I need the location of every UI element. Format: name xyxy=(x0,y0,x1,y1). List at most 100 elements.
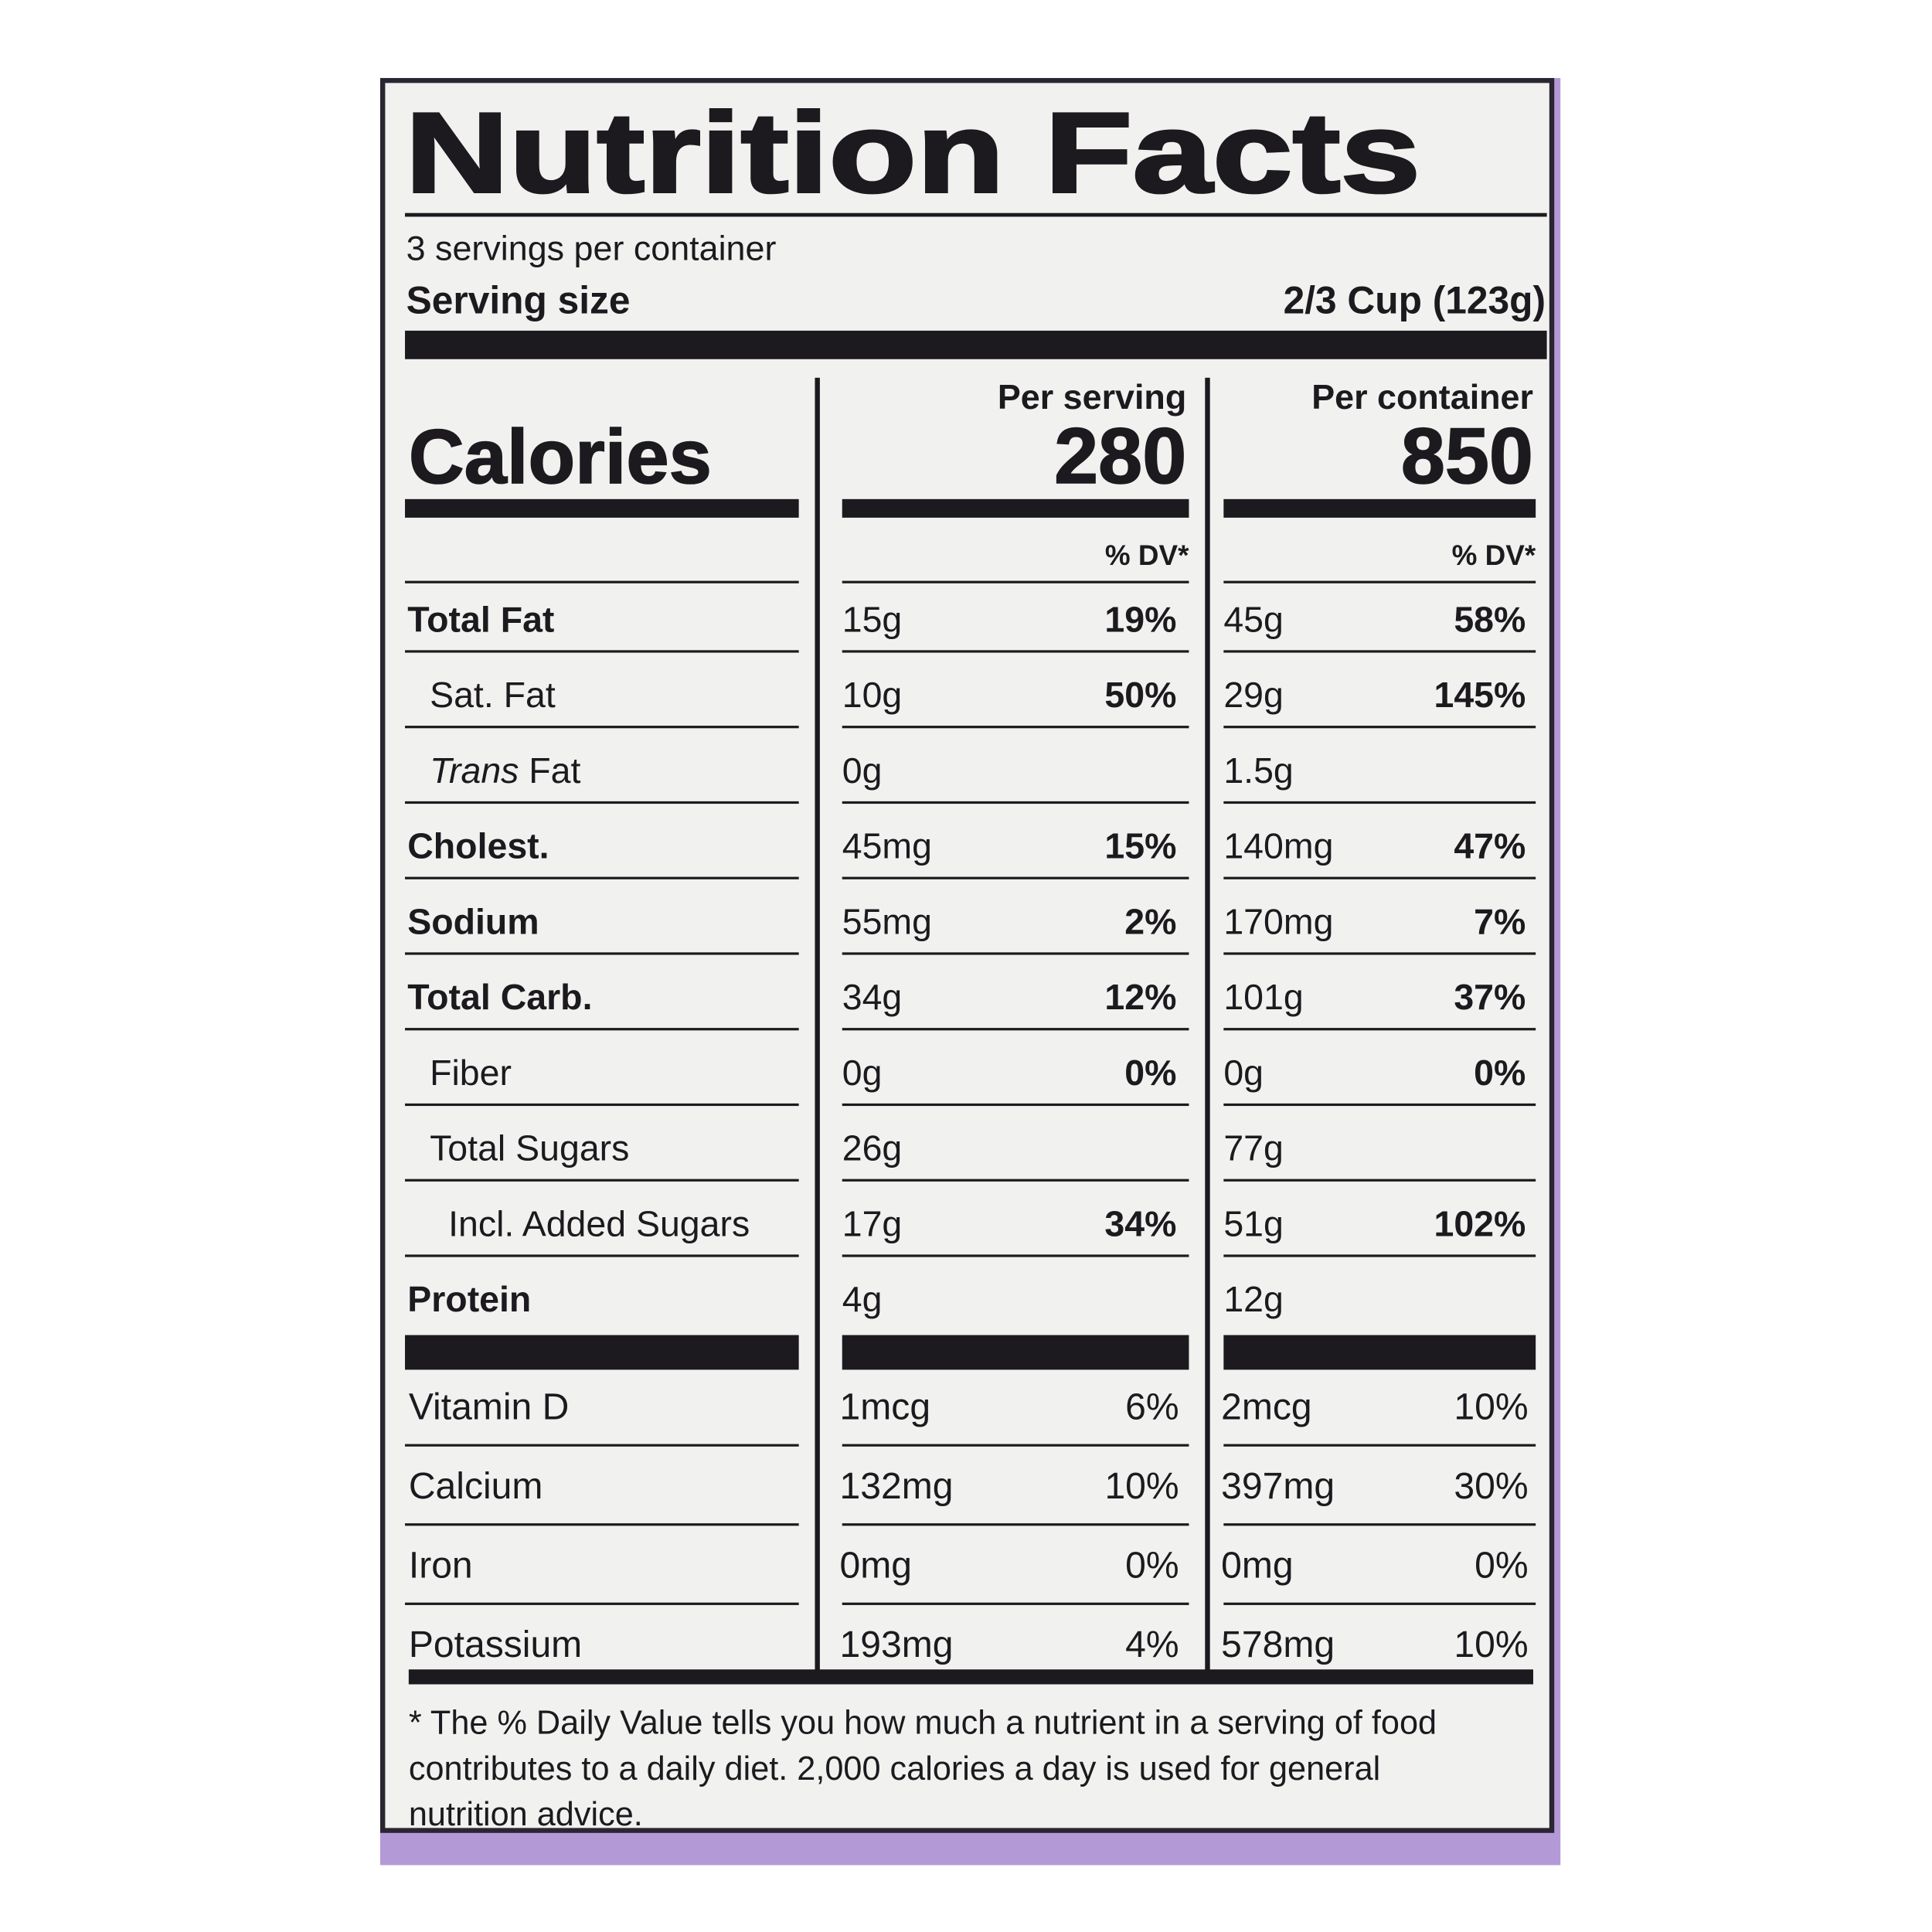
amount: 0g xyxy=(842,750,883,791)
amount: 29g xyxy=(1223,675,1284,715)
rule xyxy=(1223,1444,1536,1447)
rule xyxy=(405,1254,799,1257)
rule xyxy=(842,1523,1189,1526)
dv-heading: % DV* xyxy=(1105,539,1189,571)
rule xyxy=(405,580,799,583)
rule xyxy=(405,1444,799,1447)
rule xyxy=(842,726,1189,729)
nutrient-name: Protein xyxy=(407,1279,531,1319)
daily-value: 4% xyxy=(1125,1624,1179,1665)
rule xyxy=(842,876,1189,879)
nutrient-name: Sat. Fat xyxy=(430,675,556,715)
rule xyxy=(842,952,1189,955)
footnote-line: * The % Daily Value tells you how much a… xyxy=(409,1705,1437,1742)
rule xyxy=(1223,580,1536,583)
rule xyxy=(405,1335,799,1370)
amount: 51g xyxy=(1223,1203,1284,1243)
nutrient-name: Fiber xyxy=(430,1053,512,1093)
rule xyxy=(405,650,799,653)
daily-value: 58% xyxy=(1454,599,1526,639)
daily-value: 34% xyxy=(1104,1203,1176,1243)
daily-value: 0% xyxy=(1125,1545,1179,1587)
rule xyxy=(405,1602,799,1605)
amount: 132mg xyxy=(840,1465,954,1507)
amount: 170mg xyxy=(1223,901,1333,941)
daily-value: 10% xyxy=(1104,1465,1179,1507)
rule xyxy=(1223,876,1536,879)
column-heading: Per container xyxy=(1311,377,1533,417)
rule xyxy=(842,498,1189,518)
amount: 55mg xyxy=(842,901,932,941)
amount: 10g xyxy=(842,675,903,715)
nutrient-name: Total Sugars xyxy=(430,1128,629,1168)
daily-value: 0% xyxy=(1474,1053,1526,1093)
nutrient-name-rest: Fat xyxy=(529,750,580,791)
rule xyxy=(1223,952,1536,955)
rule xyxy=(1223,650,1536,653)
amount: 0mg xyxy=(840,1545,913,1587)
amount: 4g xyxy=(842,1279,883,1319)
daily-value: 145% xyxy=(1434,675,1526,715)
calories-value: 280 xyxy=(1054,411,1186,500)
daily-value: 0% xyxy=(1124,1053,1176,1093)
rule xyxy=(1223,1523,1536,1526)
rule xyxy=(842,1602,1189,1605)
rule xyxy=(405,876,799,879)
rule xyxy=(1223,1028,1536,1031)
rule xyxy=(405,1179,799,1182)
amount: 26g xyxy=(842,1128,903,1168)
vitamin-name: Potassium xyxy=(409,1624,582,1665)
rule xyxy=(842,1103,1189,1107)
rule xyxy=(405,952,799,955)
rule xyxy=(1223,1335,1536,1370)
amount: 193mg xyxy=(840,1624,954,1665)
column-divider xyxy=(1205,377,1210,1681)
amount: 12g xyxy=(1223,1279,1284,1319)
rule xyxy=(1223,1179,1536,1182)
amount: 17g xyxy=(842,1203,903,1243)
footnote-line: nutrition advice. xyxy=(409,1796,643,1833)
rule xyxy=(1223,801,1536,804)
rule xyxy=(405,1028,799,1031)
rule xyxy=(1223,498,1536,518)
amount: 0g xyxy=(1223,1053,1264,1093)
label-panel xyxy=(379,77,1555,1833)
column-divider xyxy=(815,377,820,1681)
daily-value: 10% xyxy=(1454,1386,1528,1428)
vitamin-name: Calcium xyxy=(409,1465,543,1507)
amount: 140mg xyxy=(1223,826,1333,866)
daily-value: 10% xyxy=(1454,1624,1528,1665)
dv-heading: % DV* xyxy=(1452,539,1536,571)
daily-value: 2% xyxy=(1124,901,1176,941)
servings: 3 servings per container xyxy=(406,229,777,268)
thick-rule xyxy=(408,1669,1533,1685)
amount: 45mg xyxy=(842,826,932,866)
daily-value: 19% xyxy=(1104,599,1176,639)
column-heading: Per serving xyxy=(998,377,1186,417)
rule xyxy=(842,1028,1189,1031)
calories-label: Calories xyxy=(409,414,712,500)
daily-value: 12% xyxy=(1104,977,1176,1017)
rule xyxy=(405,1523,799,1526)
daily-value: 15% xyxy=(1104,826,1176,866)
amount: 77g xyxy=(1223,1128,1284,1168)
daily-value: 47% xyxy=(1454,826,1526,866)
amount: 0mg xyxy=(1221,1545,1294,1587)
amount: 45g xyxy=(1223,599,1284,639)
amount: 1mcg xyxy=(840,1386,931,1428)
rule xyxy=(1223,1602,1536,1605)
vitamin-name: Iron xyxy=(409,1545,473,1587)
rule xyxy=(842,801,1189,804)
nutrient-name: Cholest. xyxy=(407,826,549,866)
nutrient-name-prefix: Trans xyxy=(430,750,519,791)
rule xyxy=(405,726,799,729)
vitamin-name: Vitamin D xyxy=(409,1386,569,1428)
rule xyxy=(405,801,799,804)
rule xyxy=(1223,726,1536,729)
rule xyxy=(405,1103,799,1107)
daily-value: 102% xyxy=(1434,1203,1526,1243)
daily-value: 0% xyxy=(1475,1545,1528,1587)
nutrient-name: Sodium xyxy=(407,901,539,941)
